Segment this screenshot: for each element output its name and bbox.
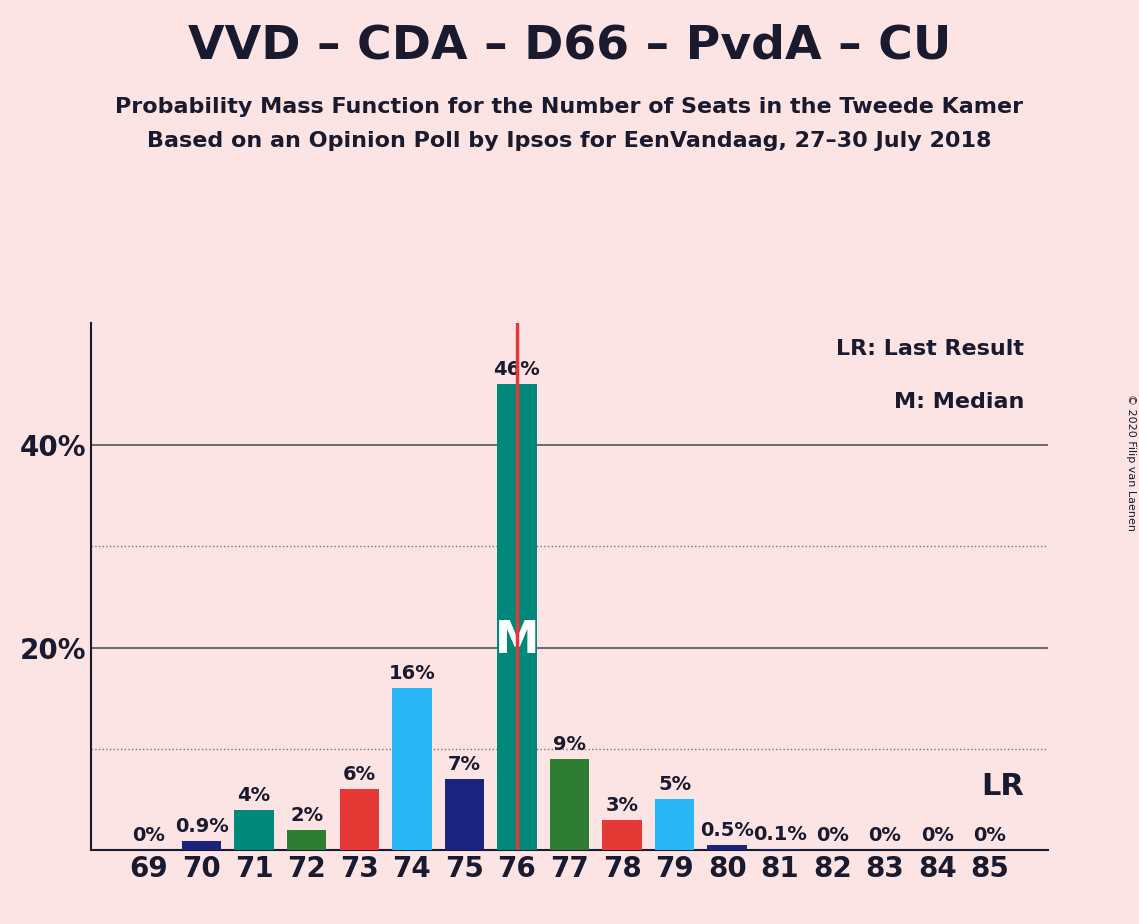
Bar <box>498 384 536 850</box>
Text: 16%: 16% <box>388 664 435 683</box>
Text: LR: Last Result: LR: Last Result <box>836 339 1024 359</box>
Text: 0.9%: 0.9% <box>174 817 229 836</box>
Text: 0%: 0% <box>921 826 954 845</box>
Bar <box>235 809 273 850</box>
Text: 4%: 4% <box>238 785 271 805</box>
Text: 0%: 0% <box>816 826 849 845</box>
Text: 0%: 0% <box>132 826 165 845</box>
Bar <box>444 779 484 850</box>
Bar <box>550 759 589 850</box>
Bar <box>760 849 800 850</box>
Text: 6%: 6% <box>343 765 376 784</box>
Text: 0.5%: 0.5% <box>700 821 754 840</box>
Text: 7%: 7% <box>448 755 481 774</box>
Text: 3%: 3% <box>606 796 639 815</box>
Text: 46%: 46% <box>493 360 540 379</box>
Text: 0%: 0% <box>974 826 1007 845</box>
Text: Based on an Opinion Poll by Ipsos for EenVandaag, 27–30 July 2018: Based on an Opinion Poll by Ipsos for Ee… <box>147 131 992 152</box>
Text: © 2020 Filip van Laenen: © 2020 Filip van Laenen <box>1126 394 1136 530</box>
Text: 2%: 2% <box>290 806 323 825</box>
Bar <box>603 820 641 850</box>
Text: 5%: 5% <box>658 775 691 795</box>
Text: 9%: 9% <box>554 735 585 754</box>
Text: M: M <box>494 619 539 662</box>
Text: 0%: 0% <box>868 826 901 845</box>
Text: Probability Mass Function for the Number of Seats in the Tweede Kamer: Probability Mass Function for the Number… <box>115 97 1024 117</box>
Bar <box>707 845 747 850</box>
Bar <box>339 789 379 850</box>
Text: M: Median: M: Median <box>894 392 1024 412</box>
Text: 0.1%: 0.1% <box>753 825 806 844</box>
Text: LR: LR <box>981 772 1024 801</box>
Bar <box>182 841 221 850</box>
Bar <box>655 799 695 850</box>
Text: VVD – CDA – D66 – PvdA – CU: VVD – CDA – D66 – PvdA – CU <box>188 23 951 68</box>
Bar <box>287 830 327 850</box>
Bar <box>392 688 432 850</box>
